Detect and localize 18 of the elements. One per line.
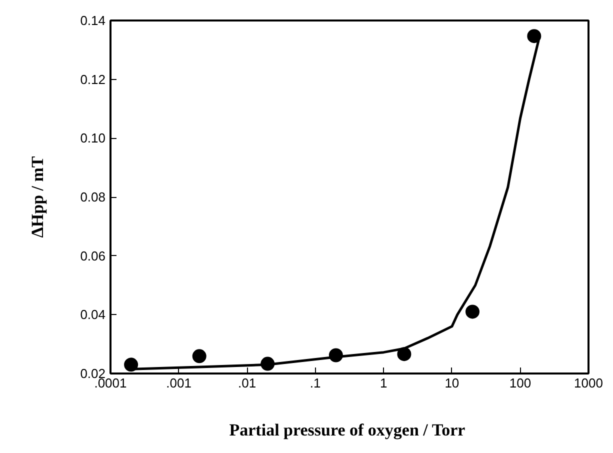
x-tick-label: 10	[444, 376, 460, 390]
y-tick-label: 0.04	[80, 307, 106, 322]
y-tick-label: 0.12	[80, 72, 106, 87]
point	[192, 349, 206, 364]
point	[124, 358, 138, 372]
x-tick-label: 1000	[574, 376, 603, 390]
x-axis-title: Partial pressure of oxygen / Torr	[229, 420, 466, 440]
x-tick-label: 1	[380, 376, 388, 390]
y-tick-label: 0.14	[80, 13, 106, 28]
point	[465, 304, 480, 319]
y-axis-title: ΔHpp / mT	[28, 156, 48, 238]
x-tick-label: .001	[166, 376, 192, 390]
x-tick-label: .01	[238, 376, 256, 390]
y-tick-label: 0.08	[80, 190, 106, 204]
y-tick-label: 0.10	[80, 130, 106, 146]
y-tick-label: 0.06	[80, 248, 106, 264]
x-tick-label: .1	[310, 376, 321, 390]
x-tick-label: 100	[509, 376, 532, 390]
